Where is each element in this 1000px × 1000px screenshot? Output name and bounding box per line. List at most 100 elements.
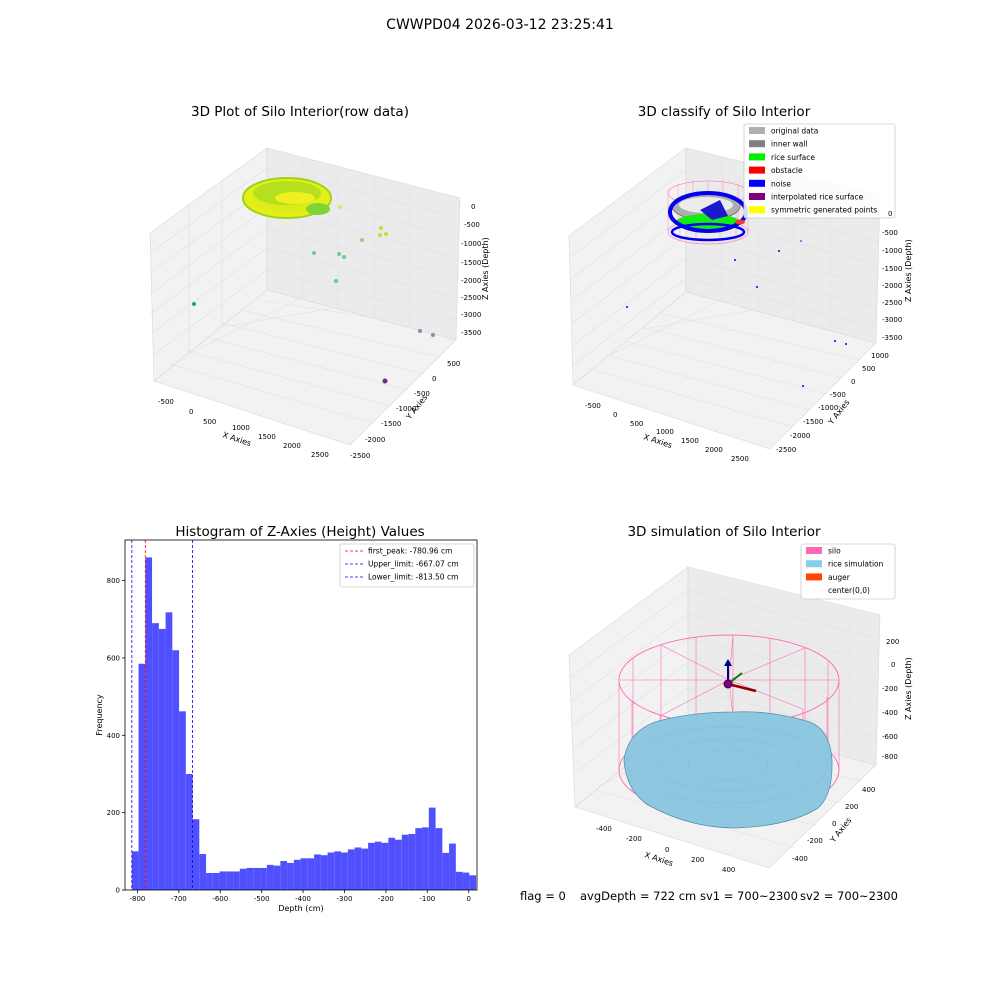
histogram-bar: [199, 854, 207, 890]
p4-ztick-4: -600: [882, 733, 898, 741]
legend-swatch: [749, 166, 765, 174]
histogram-bar: [462, 872, 470, 890]
p4-xtick-0: -400: [596, 825, 612, 833]
panel2-gridlines: [568, 157, 881, 428]
histogram-bar: [368, 842, 375, 890]
panel1-outlier-points: [192, 205, 435, 384]
p4-ytick-1: 200: [845, 803, 858, 811]
p4-ytick-4: -400: [792, 855, 808, 863]
ytick-label: 0: [116, 887, 120, 895]
panel4-legend-box: [800, 543, 896, 600]
histogram-bar: [293, 859, 301, 890]
histogram-bar: [381, 842, 389, 890]
histogram-bar: [165, 612, 173, 890]
ytick-label: 800: [107, 577, 120, 585]
legend-label: obstacle: [771, 166, 803, 175]
histogram-bar: [314, 854, 321, 890]
legend-label: first_peak: -780.96 cm: [368, 547, 452, 556]
legend-label: center(0,0): [828, 586, 870, 595]
histogram-legend: first_peak: -780.96 cm Upper_limit: -667.…: [339, 543, 475, 588]
legend-label: noise: [771, 179, 791, 188]
panel4-title: 3D simulation of Silo Interior: [627, 524, 821, 540]
legend-label: silo: [828, 547, 841, 556]
p2-ztick-3: -1500: [882, 265, 902, 273]
legend-label: Upper_limit: -667.07 cm: [368, 560, 459, 569]
p1-xtick-0: -500: [158, 398, 174, 406]
histogram-bar: [341, 852, 348, 890]
panel2-axes3d: original data inner wall rice surface obsta…: [568, 123, 913, 463]
p1-ztick-5: -2500: [461, 294, 481, 302]
panel2-legend: original data inner wall rice surface obsta…: [743, 123, 896, 219]
histogram-bar: [415, 828, 423, 890]
legend-label: inner wall: [771, 140, 808, 149]
p1-xtick-6: 2500: [311, 451, 329, 459]
sv1-readout: sv1 = 700~2300: [700, 889, 798, 903]
panel1-gridlines: [149, 159, 461, 424]
p2-ztick-0: 0: [888, 210, 892, 218]
p2-ztick-6: -3000: [882, 316, 902, 324]
histogram-xticks: -800 -700 -600 -500 -400 -300 -200 -100 0: [129, 890, 471, 903]
histogram-frame: [124, 539, 478, 891]
histogram-bar: [455, 871, 463, 890]
legend-label: original data: [771, 127, 818, 136]
histogram-bar: [152, 623, 159, 890]
p1-ytick-6: -2500: [350, 452, 370, 460]
histogram-bar: [449, 843, 456, 890]
p2-xtick-5: 2000: [705, 446, 723, 454]
histogram-bar: [347, 849, 355, 890]
histogram-bar: [260, 867, 267, 890]
p1-ztick-7: -3500: [461, 329, 481, 337]
auger-arrows: [723, 659, 757, 693]
p2-ztick-2: -1000: [882, 247, 902, 255]
histogram-reference-lines: [131, 540, 193, 890]
p2-ytick-5: -1500: [803, 418, 823, 426]
p2-ytick-6: -2000: [790, 432, 810, 440]
xtick-label: -400: [295, 895, 311, 903]
p2-xtick-0: -500: [585, 402, 601, 410]
p1-ytick-5: -2000: [365, 436, 385, 444]
xtick-label: -600: [212, 895, 228, 903]
legend-swatch: [806, 560, 822, 568]
legend-swatch: [749, 127, 765, 134]
histogram-bar: [354, 847, 362, 890]
p1-ztick-3: -1500: [461, 259, 481, 267]
p1-ztick-1: -500: [464, 221, 480, 229]
p2-xtick-4: 1500: [681, 437, 699, 445]
p1-zlabel: Z Axies (Depth): [481, 237, 490, 300]
histogram-bar: [320, 855, 328, 890]
histogram-bar: [212, 872, 220, 890]
histogram-bar: [280, 860, 288, 890]
histogram-bar: [185, 773, 193, 890]
ytick-label: 400: [107, 732, 120, 740]
p4-xtick-4: 400: [722, 866, 735, 874]
ytick-label: 200: [107, 809, 120, 817]
p2-ytick-3: -500: [830, 391, 846, 399]
p4-ztick-0: 200: [886, 638, 899, 646]
legend-swatch: [749, 140, 765, 148]
p1-ytick-4: -1500: [381, 420, 401, 428]
panel4-legend: silo rice simulation auger center(0,0): [800, 543, 896, 600]
histogram-bar: [172, 650, 180, 890]
flag-readout: flag = 0: [520, 889, 566, 903]
histogram-bar: [334, 851, 342, 890]
histogram-bar: [287, 862, 294, 890]
p4-ztick-3: -400: [882, 709, 898, 717]
panel1-title: 3D Plot of Silo Interior(row data): [191, 104, 409, 120]
histogram-bar: [374, 841, 382, 890]
legend-swatch: [749, 206, 765, 214]
p2-zlabel: Z Axies (Depth): [904, 239, 913, 302]
avg-depth-readout: avgDepth = 722 cm: [580, 889, 697, 903]
p1-xtick-3: 1000: [232, 424, 250, 432]
center-marker: [723, 679, 733, 689]
histogram-bar: [131, 851, 139, 890]
p4-xtick-2: 0: [665, 846, 669, 854]
legend-swatch: [806, 573, 822, 581]
histogram-bar: [179, 711, 186, 890]
p4-xtick-3: 200: [691, 856, 704, 864]
histogram-bar: [401, 834, 409, 890]
legend-swatch: [749, 153, 765, 161]
p1-ztick-0: 0: [471, 203, 475, 211]
histogram-bar: [219, 871, 227, 890]
p1-ytick-1: 0: [432, 375, 436, 383]
p1-ytick-2: -500: [414, 390, 430, 398]
